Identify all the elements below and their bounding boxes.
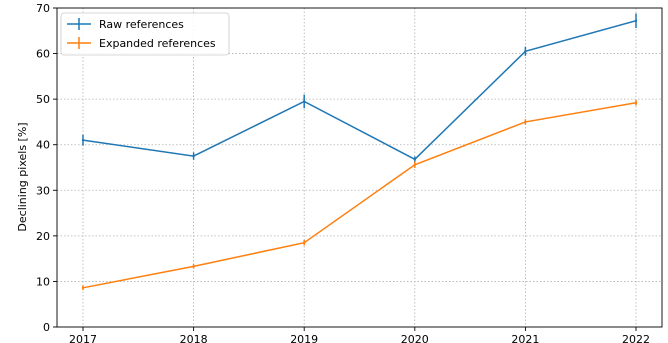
data-point — [303, 100, 306, 103]
series-layer — [81, 13, 638, 291]
plot-frame — [56, 7, 663, 328]
legend-label: Expanded references — [99, 37, 216, 50]
series-line — [82, 20, 637, 161]
legend-box — [60, 12, 230, 56]
data-point — [413, 163, 416, 166]
x-axis-ticks: 2017 2018 2019 2020 2021 2022 — [69, 327, 650, 343]
y-tick-label: 30 — [36, 184, 50, 197]
data-point — [524, 50, 527, 53]
x-tick-label: 2021 — [511, 333, 539, 343]
axes — [56, 7, 663, 328]
legend: Raw references Expanded references — [60, 12, 230, 56]
data-point — [413, 158, 416, 161]
series-1 — [81, 100, 638, 291]
y-axis-label: Declining pixels [%] — [16, 122, 29, 231]
data-point — [524, 120, 527, 124]
x-tick-label: 2020 — [401, 333, 429, 343]
x-tick-label: 2019 — [290, 333, 318, 343]
y-tick-label: 60 — [36, 48, 50, 61]
legend-label: Raw references — [99, 18, 184, 31]
x-tick-label: 2017 — [69, 333, 97, 343]
data-point — [192, 154, 195, 158]
series-0 — [81, 13, 638, 163]
data-point — [303, 241, 306, 244]
data-point — [81, 138, 85, 142]
grid-lines — [57, 7, 662, 328]
y-tick-label: 10 — [36, 275, 50, 288]
y-tick-label: 0 — [43, 321, 50, 334]
data-point — [634, 19, 638, 22]
y-tick-label: 70 — [36, 2, 50, 15]
y-tick-label: 20 — [36, 230, 50, 243]
y-tick-label: 40 — [36, 139, 50, 152]
data-point — [192, 265, 195, 268]
x-tick-label: 2018 — [180, 333, 208, 343]
y-axis-ticks: 0 10 20 30 40 50 60 70 — [36, 2, 57, 334]
data-point — [634, 101, 638, 104]
series-line — [82, 102, 637, 289]
x-tick-label: 2022 — [622, 333, 650, 343]
y-tick-label: 50 — [36, 93, 50, 106]
data-point — [81, 286, 85, 290]
